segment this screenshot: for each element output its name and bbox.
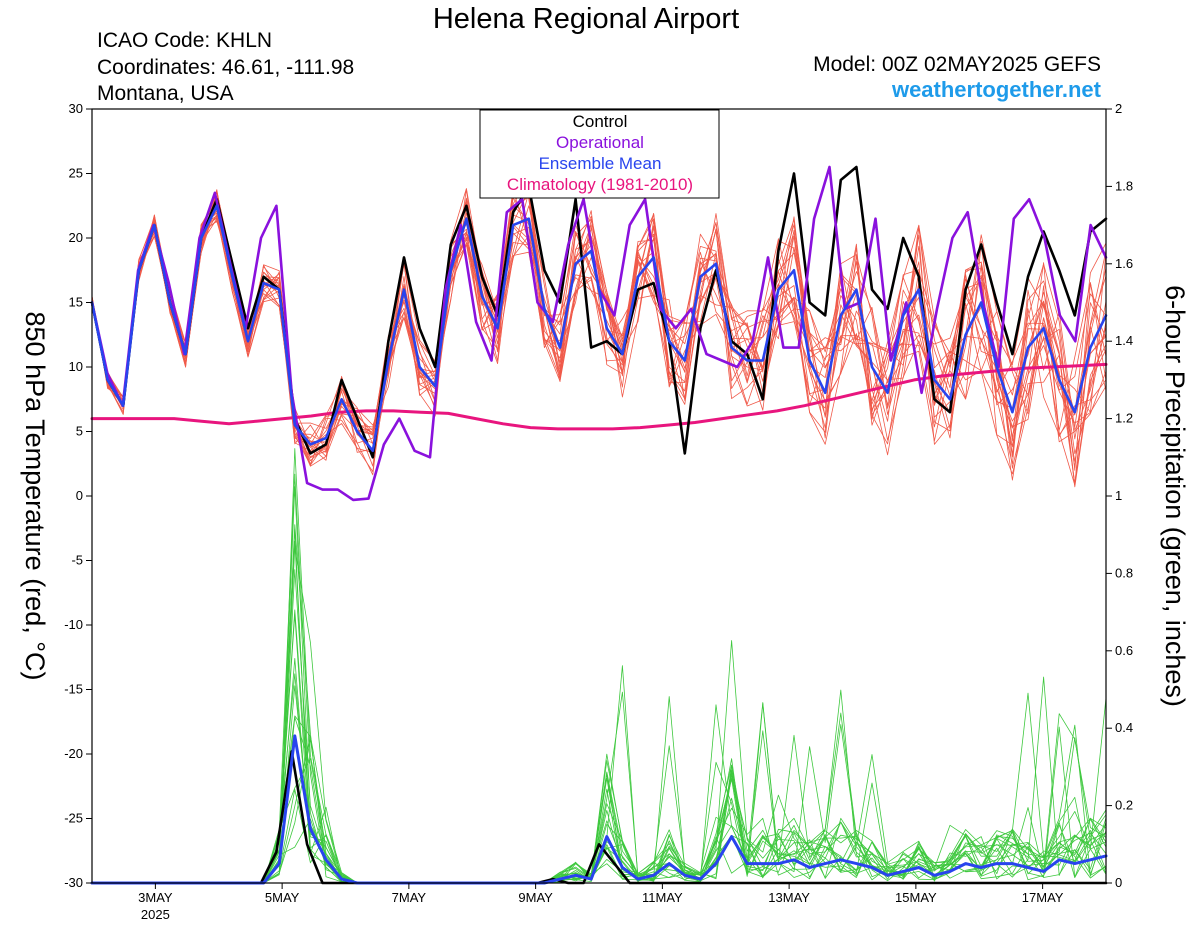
left-tick-label: 10	[69, 359, 83, 374]
left-tick-label: 30	[69, 101, 83, 116]
left-axis-label: 850 hPa Temperature (red, °C)	[20, 312, 50, 681]
left-tick-label: 25	[69, 166, 83, 181]
x-tick-label: 3MAY	[138, 890, 173, 905]
temperature-member-line	[91, 191, 1107, 486]
right-tick-label: 0.4	[1115, 720, 1133, 735]
right-tick-label: 0.2	[1115, 798, 1133, 813]
left-axis: 30 25 20 15 10 5 0 -5 -10 -15 -20 -25 -30	[64, 101, 92, 890]
chart-title: Helena Regional Airport	[433, 3, 739, 35]
x-axis: 3MAY 2025 5MAY 7MAY 9MAY 11MAY 13MAY 15MAY 17MAY	[138, 883, 1064, 922]
left-tick-label: -30	[64, 875, 83, 890]
right-tick-label: 0.8	[1115, 565, 1133, 580]
right-tick-label: 1.2	[1115, 411, 1133, 426]
brand-link[interactable]: weathertogether.net	[891, 77, 1102, 102]
x-tick-label: 5MAY	[265, 890, 300, 905]
climatology-line	[90, 362, 1108, 431]
right-tick-label: 1.6	[1115, 256, 1133, 271]
right-tick-label: 2	[1115, 101, 1122, 116]
right-axis-label: 6-hour Precipitation (green, inches)	[1160, 285, 1190, 707]
right-tick-label: 1.4	[1115, 333, 1133, 348]
x-tick-label: 17MAY	[1022, 890, 1064, 905]
left-tick-label: 0	[76, 488, 83, 503]
left-tick-label: -25	[64, 811, 83, 826]
left-tick-label: 15	[69, 295, 83, 310]
left-tick-label: -20	[64, 746, 83, 761]
right-axis: 2 1.8 1.6 1.4 1.2 1 0.8 0.6 0.4 0.2 0	[1106, 101, 1133, 890]
temperature-member-line	[91, 195, 1107, 462]
left-tick-label: -15	[64, 682, 83, 697]
x-tick-label: 15MAY	[895, 890, 937, 905]
left-tick-label: -5	[71, 553, 83, 568]
icao-code: ICAO Code: KHLN	[97, 29, 272, 52]
right-tick-label: 0.6	[1115, 643, 1133, 658]
x-tick-label: 9MAY	[518, 890, 553, 905]
left-tick-label: 5	[76, 424, 83, 439]
right-tick-label: 1	[1115, 488, 1122, 503]
control-temp-line	[90, 165, 1108, 459]
x-tick-label: 7MAY	[392, 890, 427, 905]
location: Montana, USA	[97, 82, 234, 105]
x-tick-label: 13MAY	[768, 890, 810, 905]
legend-ensemble-mean: Ensemble Mean	[539, 154, 662, 173]
left-tick-label: 20	[69, 230, 83, 245]
x-tick-year-label: 2025	[141, 907, 170, 922]
right-tick-label: 0	[1115, 875, 1122, 890]
legend-climatology: Climatology (1981-2010)	[507, 175, 693, 194]
temperature-member-line	[91, 210, 1107, 465]
temperature-member-line	[91, 188, 1107, 469]
legend-control: Control	[573, 112, 628, 131]
legend: Control Operational Ensemble Mean Climat…	[479, 109, 720, 199]
left-tick-label: -10	[64, 617, 83, 632]
coordinates: Coordinates: 46.61, -111.98	[97, 56, 354, 79]
model-run: Model: 00Z 02MAY2025 GEFS	[813, 53, 1101, 76]
mean-temp-line	[90, 204, 1108, 453]
legend-box	[479, 109, 720, 199]
legend-operational: Operational	[556, 133, 644, 152]
right-tick-label: 1.8	[1115, 178, 1133, 193]
x-tick-label: 11MAY	[642, 890, 683, 905]
temperature-member-line	[91, 189, 1107, 457]
